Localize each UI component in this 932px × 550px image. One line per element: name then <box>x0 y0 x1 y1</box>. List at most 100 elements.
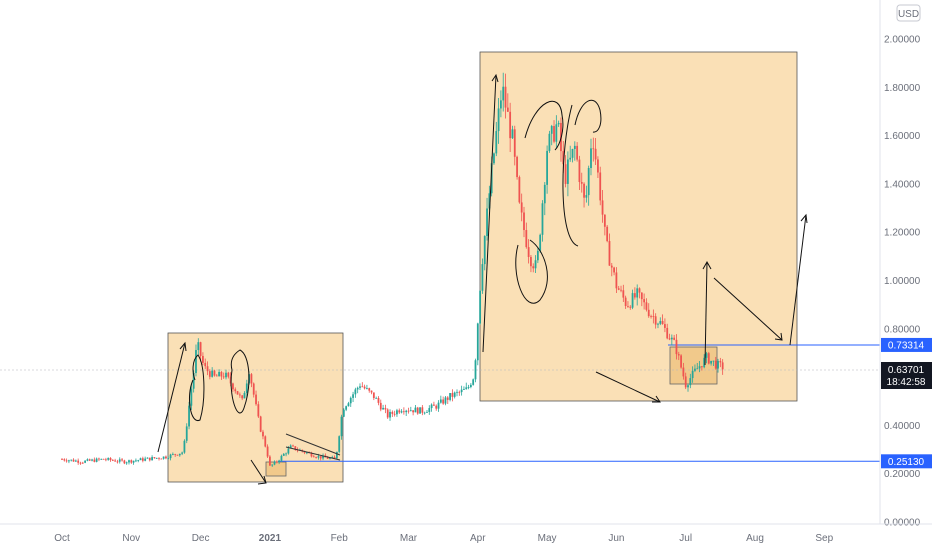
candle-body <box>188 405 190 427</box>
candle-body <box>250 374 253 384</box>
candle-body <box>178 453 181 456</box>
candle-body <box>379 402 382 410</box>
candle-body <box>456 391 458 393</box>
candle-body <box>232 383 234 390</box>
candle-body <box>682 367 685 377</box>
x-tick-label: May <box>538 533 557 544</box>
candle-body <box>446 397 449 400</box>
candle-body <box>493 153 495 164</box>
candle-body <box>599 172 602 201</box>
candle-body <box>292 445 294 447</box>
candle-body <box>241 395 244 399</box>
candle-body <box>86 459 89 461</box>
candle-body <box>597 159 599 173</box>
level-label: 0.25130 <box>888 457 925 468</box>
candle-body <box>474 360 477 380</box>
y-tick-label: 0.40000 <box>884 421 921 432</box>
arrow-down-jul-head <box>774 332 783 341</box>
candle-body <box>95 458 98 462</box>
candle-body <box>215 375 218 377</box>
x-tick-label: Mar <box>400 533 418 544</box>
candle-body <box>550 126 553 134</box>
candle-body <box>335 451 338 459</box>
level-label-box <box>881 454 932 469</box>
candle-body <box>352 394 354 398</box>
curve-dec-2 <box>230 349 250 414</box>
arrow-down-jul <box>713 277 783 341</box>
candle-body <box>451 393 454 397</box>
candle-body <box>580 182 583 184</box>
candle-body <box>694 368 696 371</box>
y-tick-label: 2.00000 <box>884 35 921 46</box>
candle-body <box>294 446 297 450</box>
candle-body <box>158 457 160 459</box>
candle-body <box>100 458 103 460</box>
candle-body <box>615 272 618 289</box>
candle-body <box>88 459 91 461</box>
candle-body <box>430 404 433 409</box>
x-tick-label: Sep <box>815 533 833 544</box>
y-tick-label: 1.20000 <box>884 228 921 239</box>
candle-body <box>721 362 724 370</box>
candle-body <box>439 399 442 403</box>
candle-body <box>675 339 678 355</box>
candle-body <box>155 457 158 459</box>
candle-body <box>587 168 590 196</box>
time-axis[interactable]: Oct Nov Dec 2021 Feb Mar Apr May Jun Jul Aug Sep <box>0 523 932 544</box>
candle-body <box>391 411 394 414</box>
candle-body <box>139 458 142 461</box>
arrow-down-dec <box>250 459 267 484</box>
candle-body <box>222 376 225 378</box>
candle-body <box>428 408 431 413</box>
candle-body <box>465 387 468 390</box>
x-tick-label: Jul <box>679 533 692 544</box>
candle-body <box>285 453 287 455</box>
candle-body <box>363 386 366 389</box>
candle-body <box>717 360 719 369</box>
candle-body <box>654 316 657 325</box>
candle-body <box>419 407 421 414</box>
candle-body <box>483 236 486 265</box>
candle-body <box>287 448 290 454</box>
candle-body <box>72 459 75 462</box>
candle-body <box>705 353 708 358</box>
candle-body <box>687 385 689 388</box>
candle-body <box>627 305 629 307</box>
candle-body <box>130 460 133 463</box>
candle-body <box>146 457 149 459</box>
candle-body <box>220 372 223 377</box>
candle-body <box>541 203 544 235</box>
candle-body <box>213 370 216 376</box>
currency-badge[interactable] <box>896 4 921 22</box>
x-tick-label: Apr <box>470 533 486 544</box>
candle-body <box>354 389 357 395</box>
candle-body <box>382 407 384 410</box>
candle-body <box>557 122 560 125</box>
currency-label: USD <box>898 9 919 20</box>
candle-body <box>273 461 276 465</box>
candle-body <box>225 372 227 378</box>
candle-body <box>546 150 548 185</box>
price-axis[interactable]: 0.000000.200000.400000.600000.800001.000… <box>879 0 932 529</box>
y-tick-label: 1.00000 <box>884 276 921 287</box>
candle-body <box>252 383 255 395</box>
candle-body <box>606 226 609 242</box>
candle-body <box>356 387 359 390</box>
candle-body <box>79 462 82 464</box>
candle-body <box>361 386 364 388</box>
candle-body <box>650 316 652 317</box>
candle-body <box>469 384 472 388</box>
candle-body <box>640 292 643 300</box>
arrow-down-jun <box>595 371 661 403</box>
candle-body <box>389 411 391 418</box>
x-tick-label: Feb <box>331 533 349 544</box>
candle-body <box>520 202 523 213</box>
arrow-up-nov-head <box>179 341 187 352</box>
candle-body <box>502 86 505 101</box>
zone-box-1 <box>167 332 344 483</box>
candle-body <box>91 459 93 461</box>
candle-body <box>125 462 128 464</box>
candle-body <box>647 309 650 317</box>
candle-body <box>192 373 195 389</box>
